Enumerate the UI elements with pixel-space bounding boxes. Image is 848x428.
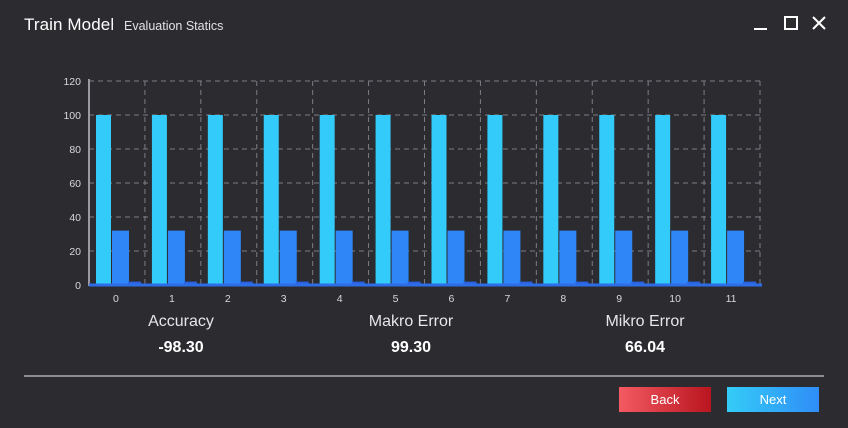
- bar: [487, 115, 503, 285]
- metric-value: 99.30: [390, 339, 432, 356]
- bar: [447, 230, 465, 285]
- metric-label: Accuracy: [148, 313, 214, 330]
- bar: [519, 281, 533, 285]
- bar: [239, 281, 253, 285]
- y-tick-label: 20: [69, 246, 81, 258]
- evaluation-chart: 0 20 40 60 80 100 120 0 1 2 3 4 5 6 7 8 9 10 11: [0, 60, 848, 315]
- bar: [599, 115, 615, 285]
- close-icon[interactable]: [810, 14, 828, 32]
- x-tick-label: 0: [113, 293, 119, 305]
- x-tick-label: 4: [337, 293, 343, 305]
- bar: [375, 115, 391, 285]
- bar: [167, 230, 185, 285]
- bar: [279, 230, 297, 285]
- x-tick-label: 10: [669, 293, 681, 305]
- bar: [207, 115, 223, 285]
- bar: [391, 230, 409, 285]
- next-button[interactable]: Next: [727, 387, 819, 412]
- metric-mikro-error: Mikro Error 66.04: [545, 313, 745, 357]
- bar: [575, 281, 589, 285]
- y-tick-label: 100: [63, 110, 81, 122]
- metric-value: 66.04: [624, 339, 666, 356]
- bar: [543, 115, 559, 285]
- metric-value: -98.30: [158, 339, 204, 356]
- bar: [351, 281, 365, 285]
- bar: [223, 230, 241, 285]
- x-tick-label: 3: [281, 293, 287, 305]
- x-tick-label: 7: [504, 293, 510, 305]
- bar: [335, 230, 353, 285]
- bar: [431, 115, 447, 285]
- bar: [559, 230, 577, 285]
- bar-chart: 0 20 40 60 80 100 120 0 1 2 3 4 5 6 7 8 9 10 11: [63, 76, 762, 305]
- bar: [319, 115, 335, 285]
- x-tick-label: 5: [393, 293, 399, 305]
- bar: [263, 115, 279, 285]
- bar: [503, 230, 521, 285]
- y-tick-label: 40: [69, 212, 81, 224]
- y-tick-label: 120: [63, 76, 81, 88]
- x-tick-label: 11: [726, 293, 737, 305]
- bar: [96, 115, 111, 285]
- bar: [711, 115, 727, 285]
- window-title: Train Model: [24, 15, 115, 34]
- metric-label: Makro Error: [368, 313, 454, 330]
- metric-accuracy: Accuracy -98.30: [81, 313, 281, 357]
- maximize-icon[interactable]: [782, 14, 800, 32]
- bar: [655, 115, 671, 285]
- bar: [671, 230, 689, 285]
- y-tick-label: 80: [69, 144, 81, 156]
- bar: [112, 230, 129, 285]
- divider: [24, 375, 824, 377]
- window-subtitle: Evaluation Statics: [124, 19, 224, 33]
- minimize-icon[interactable]: [752, 14, 770, 32]
- bar: [128, 281, 141, 285]
- metric-makro-error: Makro Error 99.30: [311, 313, 511, 357]
- y-tick-label: 60: [69, 178, 81, 190]
- metric-label: Mikro Error: [605, 313, 685, 330]
- bar: [727, 230, 745, 285]
- title-bar: Train Model Evaluation Statics: [0, 0, 848, 50]
- bar: [295, 281, 309, 285]
- x-tick-label: 9: [616, 293, 622, 305]
- bar: [463, 281, 477, 285]
- bar: [615, 230, 633, 285]
- back-button[interactable]: Back: [619, 387, 711, 412]
- bar: [151, 115, 167, 285]
- y-tick-label: 0: [75, 280, 81, 292]
- bar: [743, 281, 757, 285]
- bar: [631, 281, 645, 285]
- bar: [183, 281, 197, 285]
- bar: [407, 281, 421, 285]
- x-tick-label: 8: [560, 293, 566, 305]
- x-tick-label: 6: [449, 293, 455, 305]
- x-tick-label: 1: [169, 293, 175, 305]
- x-tick-label: 2: [225, 293, 231, 305]
- bar: [687, 281, 701, 285]
